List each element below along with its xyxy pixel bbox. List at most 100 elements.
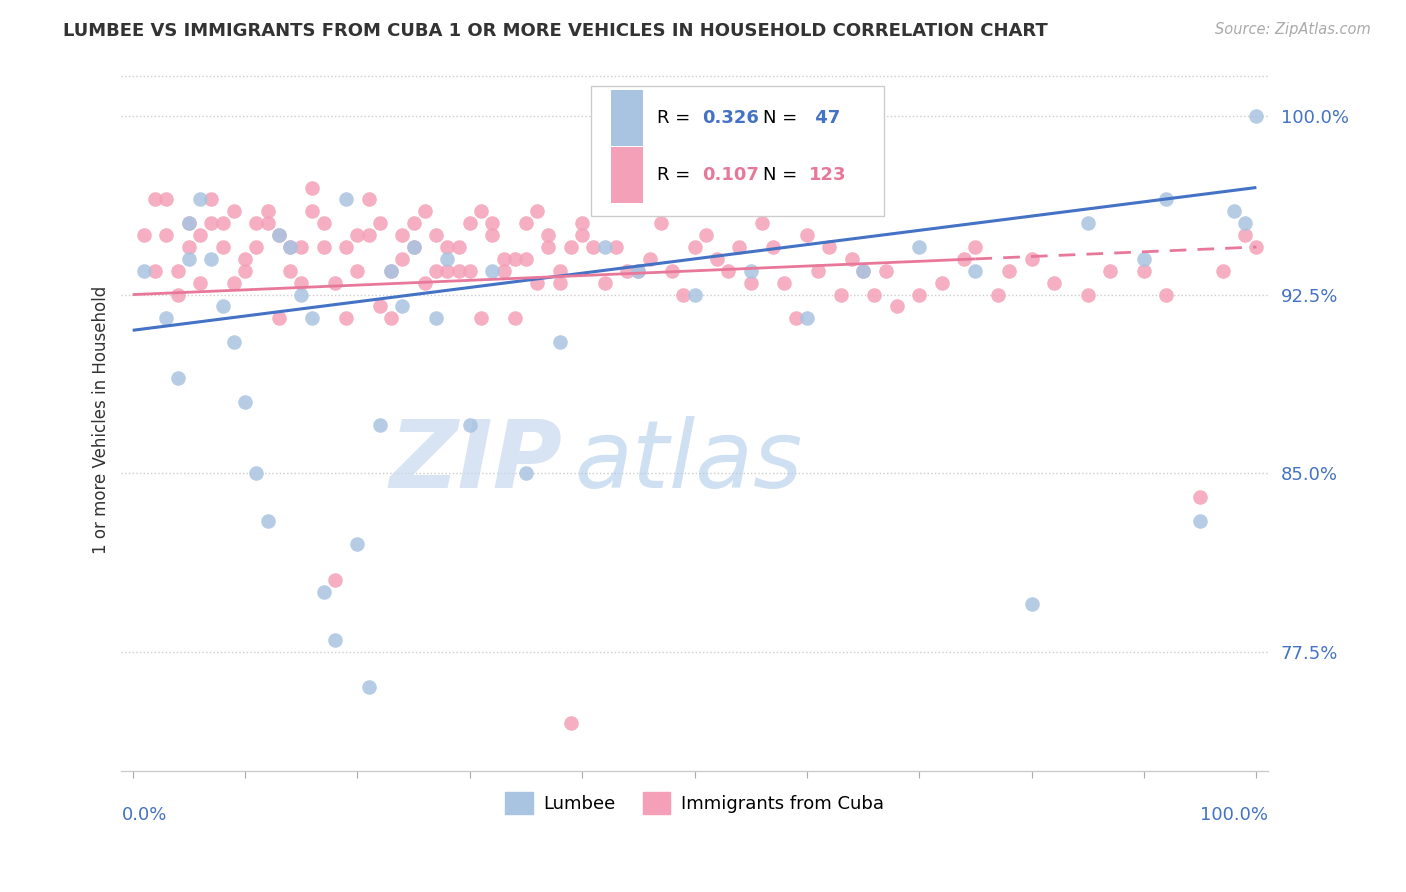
Text: R =: R = <box>657 110 696 128</box>
Point <box>177 240 200 254</box>
Point <box>391 228 413 243</box>
Point <box>773 276 796 290</box>
Text: 100.0%: 100.0% <box>1199 806 1268 824</box>
Point <box>413 204 436 219</box>
Point <box>841 252 863 266</box>
Point <box>222 204 245 219</box>
Point <box>267 311 290 326</box>
Point <box>188 228 211 243</box>
Point <box>683 240 706 254</box>
Point <box>492 252 515 266</box>
Point <box>515 216 537 230</box>
Point <box>1077 216 1099 230</box>
Point <box>301 311 323 326</box>
Point <box>672 287 695 301</box>
Point <box>245 466 267 480</box>
Point <box>1021 597 1043 611</box>
Point <box>470 311 492 326</box>
Point <box>965 264 987 278</box>
Point <box>481 228 503 243</box>
Point <box>200 193 222 207</box>
Legend: Lumbee, Immigrants from Cuba: Lumbee, Immigrants from Cuba <box>498 785 891 822</box>
Point <box>1133 264 1156 278</box>
Point <box>413 276 436 290</box>
Point <box>1234 228 1257 243</box>
Point <box>222 335 245 350</box>
Text: N =: N = <box>763 166 803 184</box>
Point <box>470 204 492 219</box>
Point <box>222 276 245 290</box>
Point <box>245 240 267 254</box>
Point <box>1189 514 1212 528</box>
Point <box>380 264 402 278</box>
Point <box>582 240 605 254</box>
Point <box>436 240 458 254</box>
Point <box>177 216 200 230</box>
Point <box>717 264 740 278</box>
Point <box>740 276 762 290</box>
Point <box>728 240 751 254</box>
Point <box>571 228 593 243</box>
Point <box>762 240 785 254</box>
Point <box>233 252 256 266</box>
Point <box>256 204 278 219</box>
Text: Source: ZipAtlas.com: Source: ZipAtlas.com <box>1215 22 1371 37</box>
Point <box>211 300 233 314</box>
Point <box>616 264 638 278</box>
Point <box>200 252 222 266</box>
Point <box>875 264 897 278</box>
Point <box>526 204 548 219</box>
Point <box>818 240 841 254</box>
Point <box>751 216 773 230</box>
Point <box>481 216 503 230</box>
Point <box>1156 287 1178 301</box>
Point <box>447 264 470 278</box>
Point <box>1246 240 1268 254</box>
Point <box>425 311 447 326</box>
Point <box>627 264 650 278</box>
Point <box>953 252 976 266</box>
Point <box>312 216 335 230</box>
Text: 0.107: 0.107 <box>703 166 759 184</box>
Point <box>1156 193 1178 207</box>
Point <box>1043 276 1066 290</box>
Point <box>346 228 368 243</box>
Point <box>233 394 256 409</box>
Point <box>335 240 357 254</box>
Point <box>312 240 335 254</box>
Point <box>368 300 391 314</box>
Point <box>515 466 537 480</box>
Point <box>526 276 548 290</box>
Point <box>402 216 425 230</box>
Point <box>267 228 290 243</box>
Point <box>965 240 987 254</box>
Text: 0.0%: 0.0% <box>121 806 167 824</box>
Point <box>560 240 582 254</box>
Point <box>695 228 717 243</box>
Point <box>323 573 346 587</box>
Point <box>650 216 672 230</box>
Point <box>425 228 447 243</box>
Point <box>627 264 650 278</box>
Point <box>886 300 908 314</box>
Point <box>132 264 155 278</box>
Point <box>852 264 875 278</box>
Point <box>177 252 200 266</box>
Point <box>301 180 323 194</box>
Point <box>132 228 155 243</box>
Point <box>335 311 357 326</box>
Point <box>357 193 380 207</box>
Point <box>278 240 301 254</box>
Point <box>1223 204 1246 219</box>
Point <box>503 252 526 266</box>
Point <box>211 240 233 254</box>
Point <box>290 287 312 301</box>
Text: 47: 47 <box>808 110 841 128</box>
Point <box>1099 264 1122 278</box>
Point <box>740 264 762 278</box>
Point <box>605 240 627 254</box>
Point <box>391 252 413 266</box>
Point <box>537 228 560 243</box>
Point <box>143 193 166 207</box>
Point <box>458 418 481 433</box>
